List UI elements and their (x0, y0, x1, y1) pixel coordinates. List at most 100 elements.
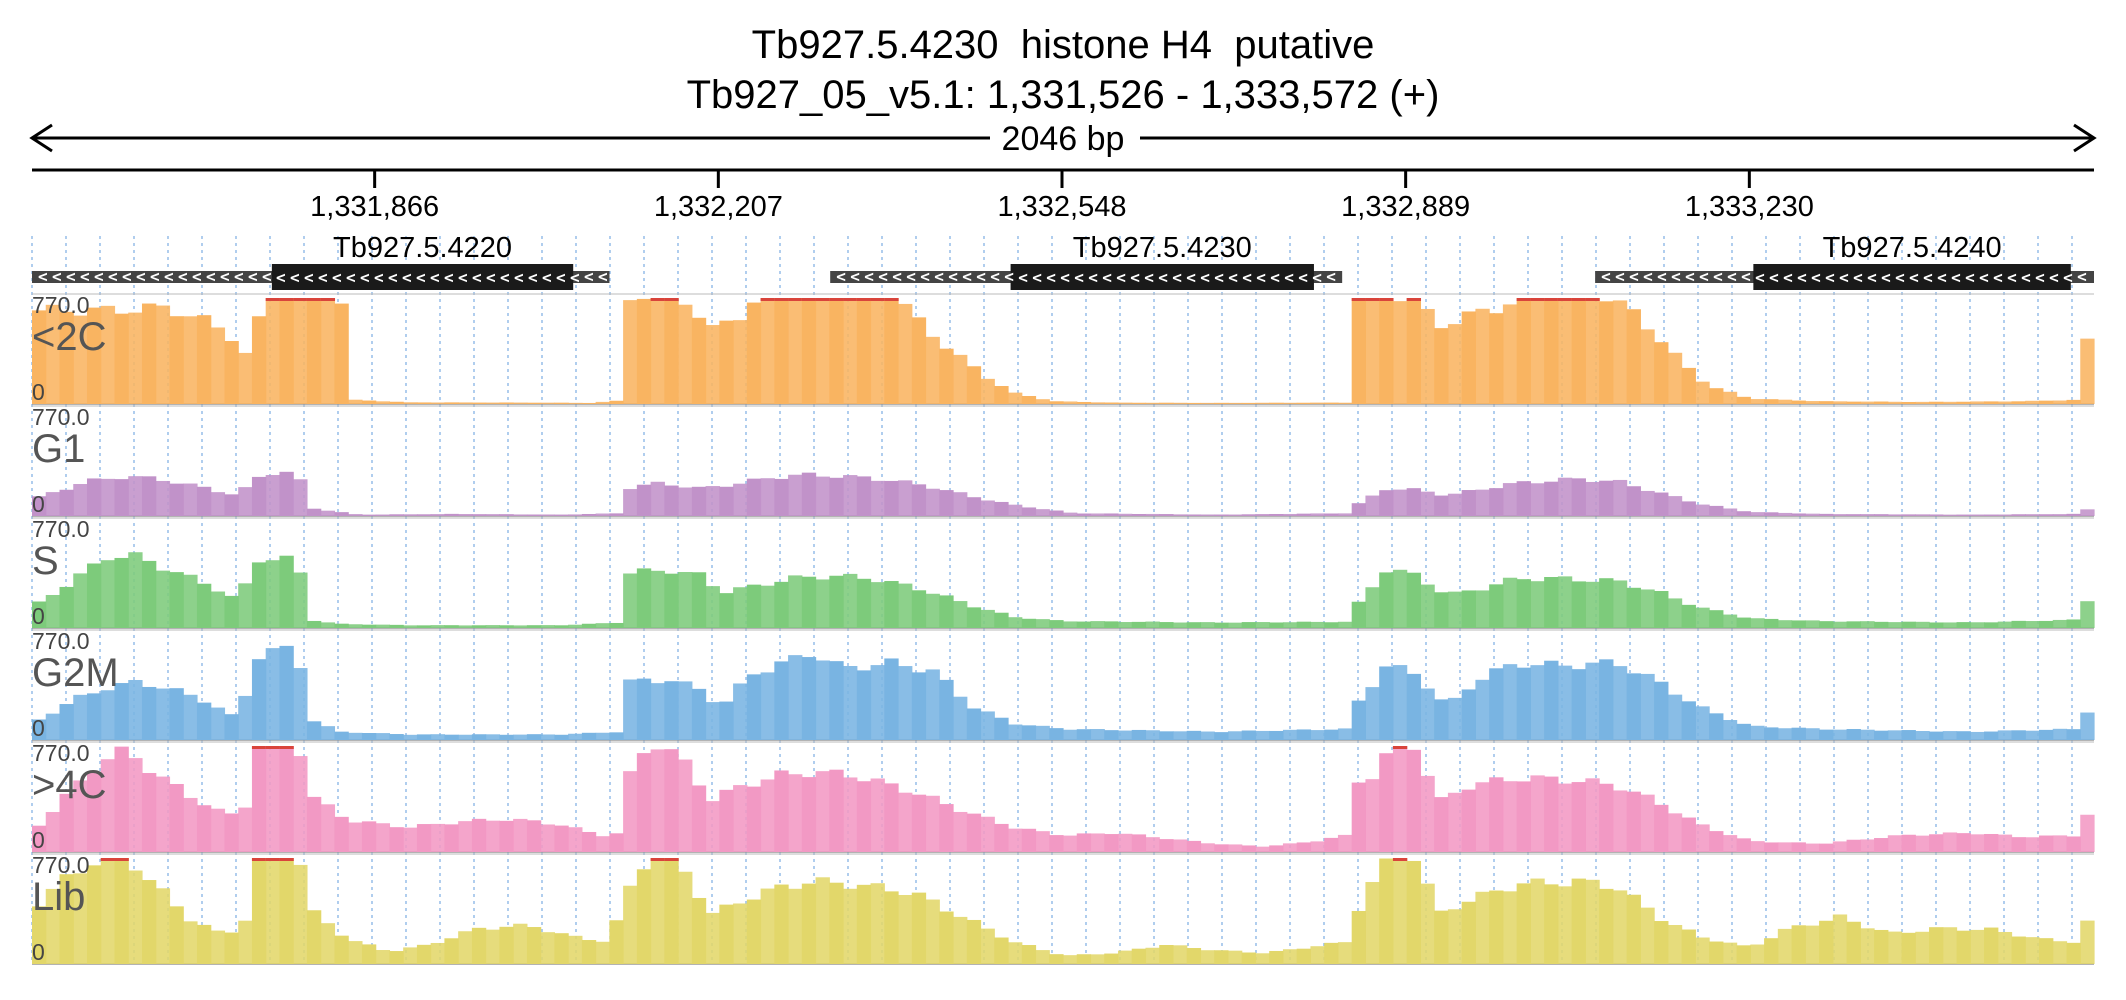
strand-chevron-icon: < (192, 267, 202, 286)
gene-cds-bar (271, 264, 574, 290)
coverage-bar (1076, 833, 1092, 852)
coverage-bar (719, 904, 734, 964)
coverage-bar (939, 679, 954, 740)
coverage-bar (1475, 679, 1490, 740)
coverage-bar (1021, 507, 1037, 516)
coverage-bar (801, 657, 817, 740)
coverage-bar (1530, 665, 1545, 740)
coverage-bar (59, 704, 74, 740)
coverage-bar (1145, 513, 1160, 516)
coverage-bar (1324, 513, 1339, 516)
coverage-bar (953, 354, 968, 404)
coverage-track: 770.0 0 Lib (32, 852, 2095, 965)
coverage-bar (265, 648, 281, 740)
coverage-bar (1764, 938, 1779, 964)
strand-chevron-icon: < (220, 267, 230, 286)
coverage-bar (114, 683, 129, 740)
strand-chevron-icon: < (1881, 268, 1891, 287)
strand-chevron-icon: < (1018, 268, 1028, 287)
coverage-bar (760, 672, 775, 740)
strand-chevron-icon: < (1102, 268, 1112, 287)
coverage-bar (100, 560, 116, 628)
coverage-bar (485, 625, 500, 628)
coverage-bar (1571, 782, 1586, 852)
coverage-bar (1557, 665, 1573, 740)
clip-marker (265, 858, 281, 861)
coverage-bar (568, 935, 583, 964)
coverage-bar (1117, 513, 1133, 516)
strand-chevron-icon: < (1256, 268, 1266, 287)
gene-label: Tb927.5.4220 (333, 232, 512, 264)
coverage-bar (1887, 622, 1903, 628)
strand-chevron-icon: < (556, 268, 566, 287)
coverage-bar (251, 316, 267, 404)
coverage-bar (1392, 569, 1408, 628)
coverage-bar (251, 562, 267, 628)
strand-chevron-icon: < (1993, 268, 2003, 287)
strand-chevron-icon: < (1326, 267, 1336, 286)
coverage-bar (1970, 731, 1985, 740)
coverage-bar (650, 298, 665, 404)
coverage-bar (1269, 513, 1284, 516)
coverage-bar (994, 823, 1009, 852)
coverage-bar (1984, 401, 1999, 404)
coverage-bar (1640, 794, 1655, 852)
coverage-bar (430, 514, 445, 516)
coverage-bar (499, 926, 514, 964)
coverage-bar (691, 317, 707, 404)
gene-model[interactable]: < < < < < < < < < < < < < < < < < < < < < < < < < < < < < < < < < < < <Tb92… (830, 232, 1343, 290)
coverage-bar (843, 573, 858, 628)
coverage-bar (1282, 402, 1298, 404)
coverage-bar (1750, 618, 1765, 628)
coverage-bar (1035, 619, 1050, 628)
coverage-bar (458, 734, 473, 740)
coverage-bar (183, 797, 198, 852)
coverage-bar (86, 478, 102, 516)
coverage-bar (2011, 936, 2026, 964)
clip-marker (265, 746, 281, 749)
coverage-bar (1557, 576, 1573, 628)
coverage-bar (1063, 835, 1078, 852)
coverage-bar (554, 625, 569, 628)
coverage-bar (1832, 914, 1848, 964)
coverage-bar (705, 325, 720, 404)
coverage-bar (856, 670, 872, 740)
coverage-bar (1722, 942, 1738, 964)
coverage-bar (733, 483, 748, 516)
coverage-bar (1915, 621, 1930, 628)
coverage-bar (966, 813, 982, 852)
coverage-bar (1544, 481, 1559, 516)
gene-model[interactable]: < < < < < < < < < < < < < < < < < < < < < < < < < < < < < < < < < < <Tb927… (1595, 232, 2094, 290)
coverage-bar (293, 668, 308, 740)
coverage-bar (870, 778, 885, 852)
coverage-bar (1709, 505, 1724, 516)
coverage-bar (1076, 729, 1092, 740)
coverage-bar (183, 921, 198, 964)
strand-chevron-icon: < (1004, 267, 1014, 286)
coverage-bar (334, 731, 349, 740)
clip-marker (265, 298, 281, 301)
coverage-bar (416, 734, 432, 740)
coverage-bar (1461, 590, 1476, 628)
coverage-bar (595, 513, 610, 516)
coverage-bar (1406, 572, 1422, 628)
coverage-bar (540, 625, 555, 628)
coverage-bar (1516, 481, 1531, 516)
coverage-bar (774, 661, 789, 740)
track-max-label: 770.0 (32, 292, 90, 318)
gene-model[interactable]: < < < < < < < < < < < < < < < < < < < < < < < < < < < < < < < < < < < < < < < <… (32, 232, 610, 290)
coverage-bar (843, 777, 858, 852)
coverage-bar (1021, 618, 1037, 628)
coverage-bar (1901, 621, 1916, 628)
coverage-bar (1654, 492, 1669, 516)
coverage-bar (898, 480, 913, 516)
coverage-bar (45, 492, 61, 516)
coverage-bar (1200, 622, 1215, 628)
coverage-bar (279, 858, 294, 964)
coverage-bar (238, 695, 253, 740)
clip-marker (788, 298, 803, 301)
coverage-bar (1942, 622, 1958, 628)
coverage-bar (540, 932, 555, 964)
strand-chevron-icon: < (1601, 267, 1611, 286)
coverage-bar (2066, 399, 2081, 404)
